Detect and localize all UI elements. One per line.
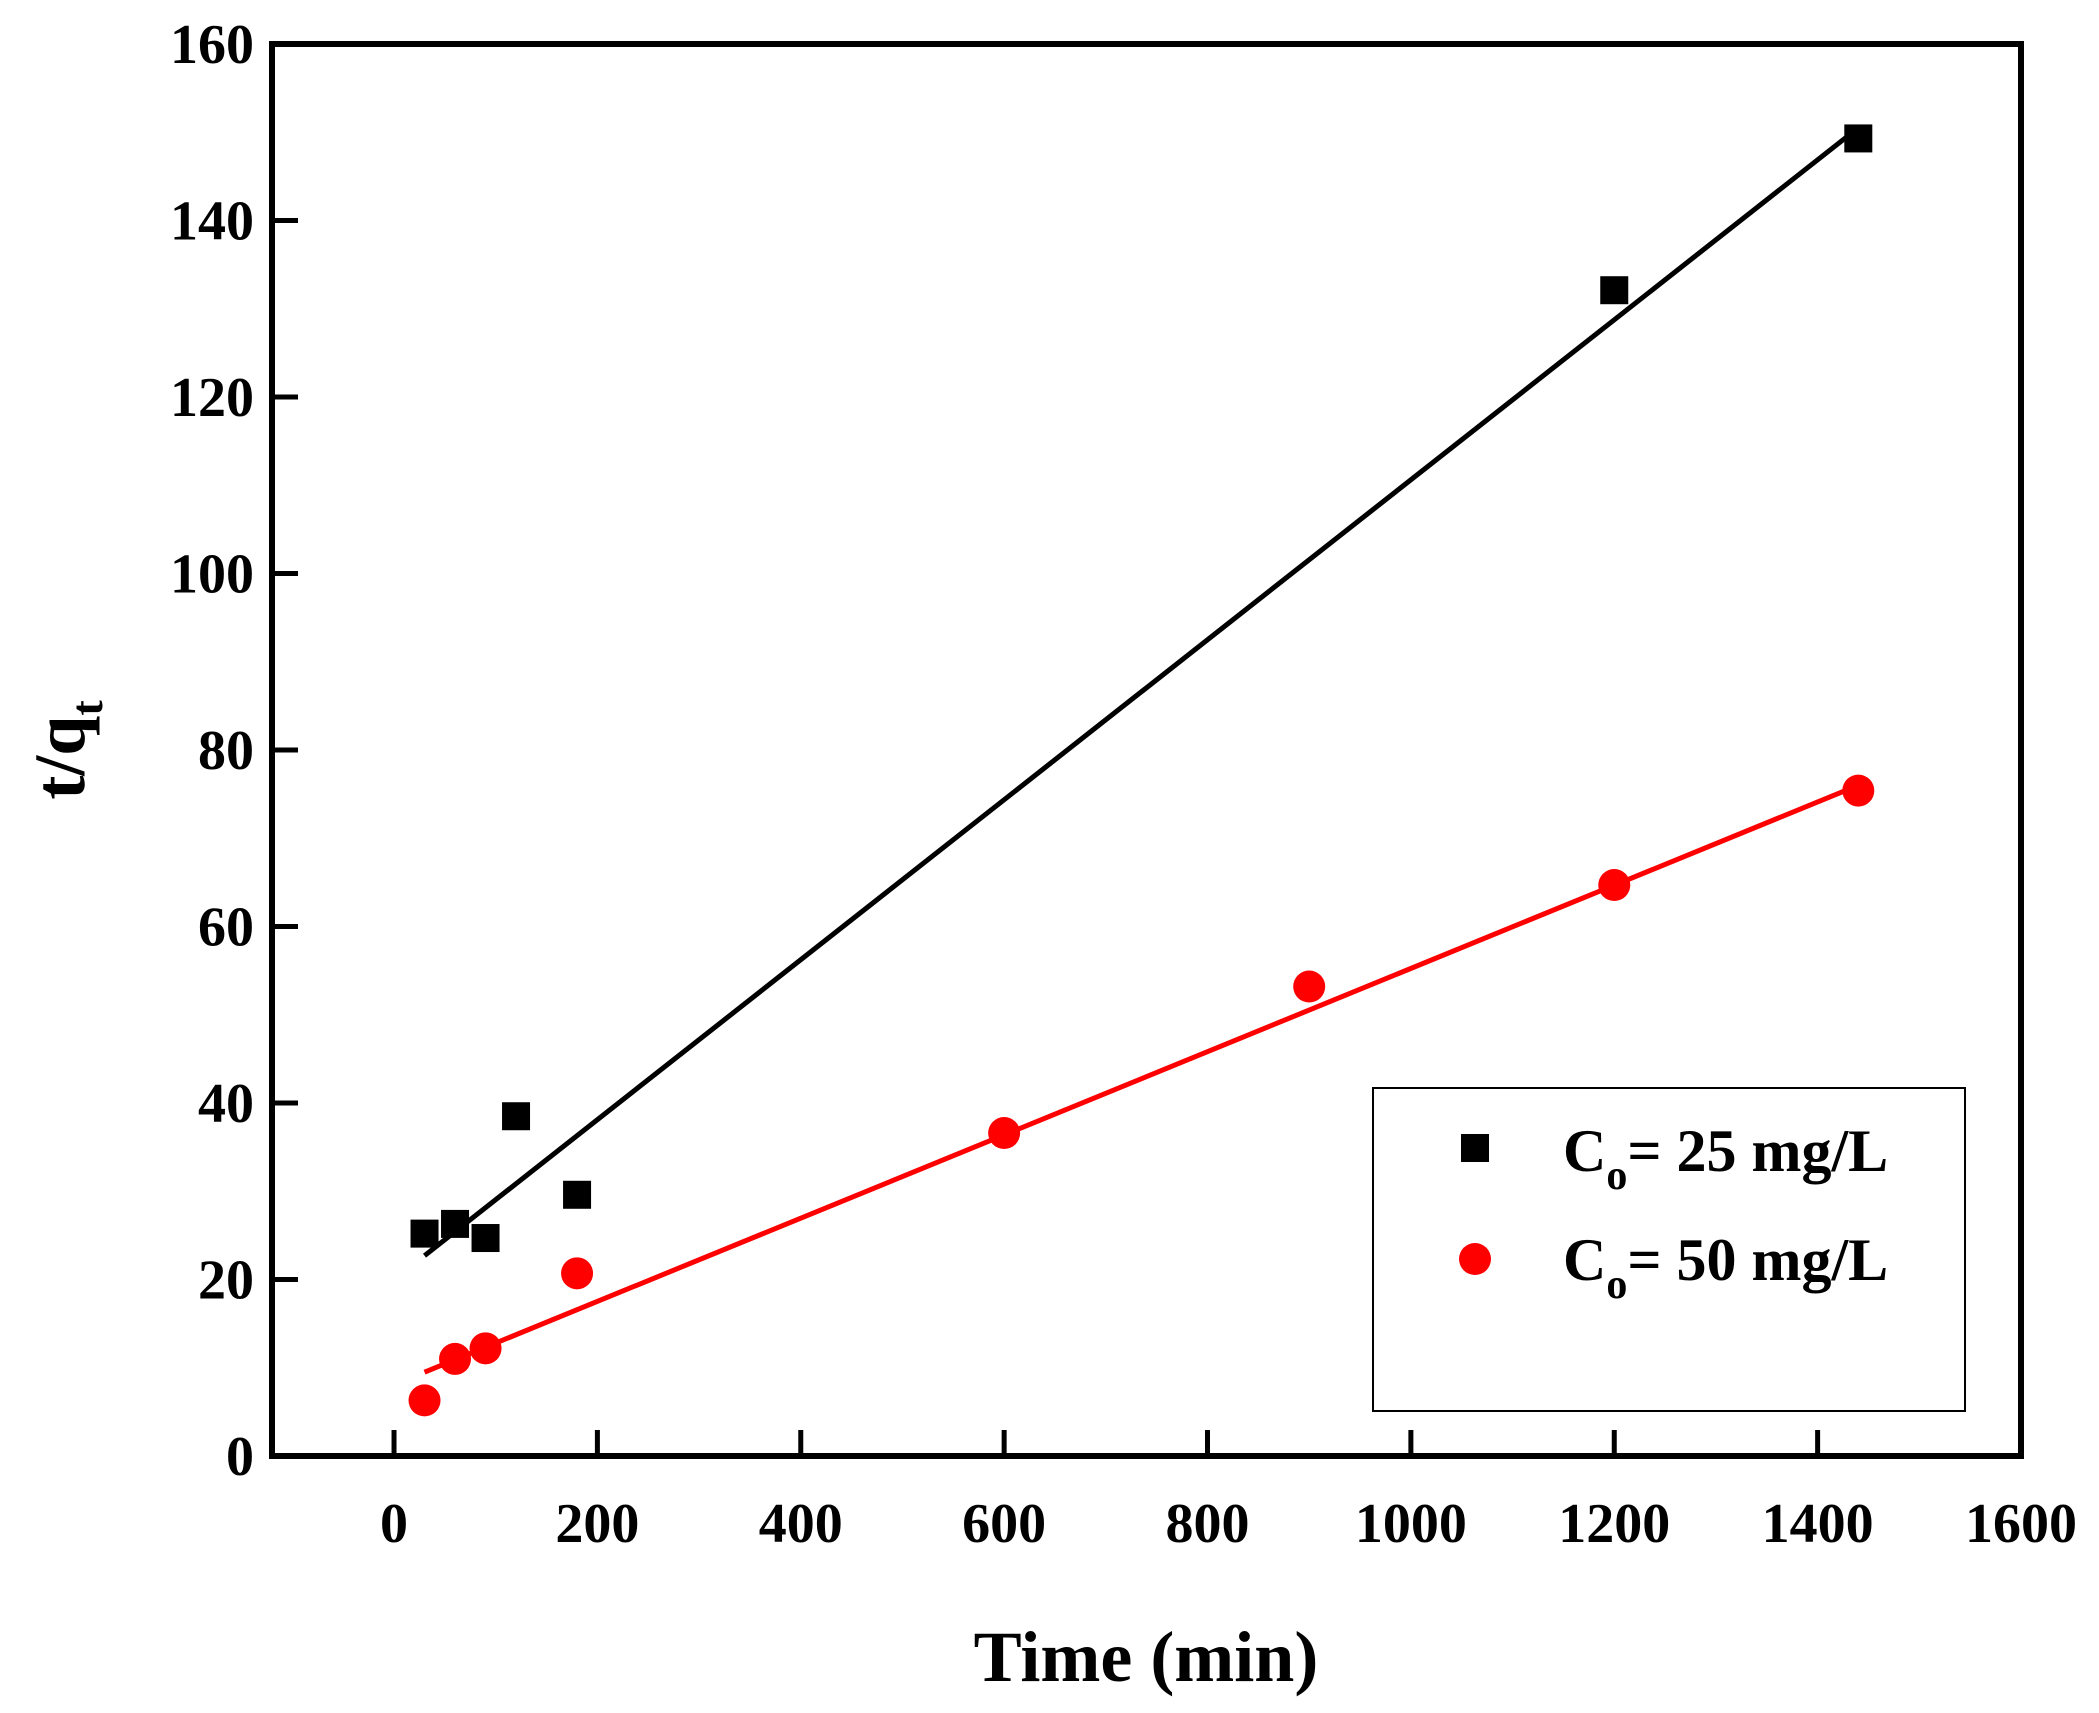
y-tick-label: 40 xyxy=(198,1073,254,1135)
y-tick-label: 60 xyxy=(198,897,254,959)
data-point-circle xyxy=(469,1332,502,1365)
data-point-circle xyxy=(1293,970,1326,1003)
data-point-square xyxy=(563,1180,592,1209)
data-point-square xyxy=(1600,276,1629,305)
x-tick-label: 1000 xyxy=(1355,1493,1467,1555)
x-tick-label: 1200 xyxy=(1558,1493,1670,1555)
x-tick-label: 800 xyxy=(1166,1493,1250,1555)
axis-tick-labels: 0 200 400 600 800 1000 1200 1400 1600 0 20 40 60 80 10… xyxy=(170,14,2077,1555)
legend-label-50-c: C xyxy=(1563,1227,1606,1293)
x-tick-label: 0 xyxy=(380,1493,408,1555)
x-tick-label: 1600 xyxy=(1965,1493,2077,1555)
legend-label-25-rest: = 25 mg/L xyxy=(1627,1118,1888,1184)
y-axis-title: t/qt xyxy=(20,700,112,800)
legend: Co= 25 mg/L Co= 50 mg/L xyxy=(1372,1087,1966,1412)
legend-label-25-sub: o xyxy=(1606,1153,1627,1199)
data-point-circle xyxy=(561,1257,594,1290)
y-tick-label: 20 xyxy=(198,1250,254,1312)
axis-ticks xyxy=(272,41,2024,1459)
legend-label-50-rest: = 50 mg/L xyxy=(1627,1227,1888,1293)
data-point-square xyxy=(441,1209,470,1238)
x-tick-label: 400 xyxy=(759,1493,843,1555)
data-point-circle xyxy=(1842,774,1875,807)
data-point-circle xyxy=(439,1342,472,1375)
data-point-square xyxy=(471,1224,500,1253)
x-tick-label: 1400 xyxy=(1762,1493,1874,1555)
y-tick-label: 160 xyxy=(170,14,254,76)
legend-label-50: Co= 50 mg/L xyxy=(1563,1227,1888,1308)
data-point-square xyxy=(410,1219,439,1248)
data-point-circle xyxy=(408,1384,441,1417)
data-points xyxy=(408,124,1875,1417)
data-point-square xyxy=(502,1102,531,1131)
y-axis-title-main: t/q xyxy=(20,716,100,800)
legend-marker-circle xyxy=(1459,1243,1491,1275)
data-point-circle xyxy=(988,1117,1021,1150)
legend-label-25: Co= 25 mg/L xyxy=(1563,1118,1888,1199)
data-point-circle xyxy=(1598,869,1631,902)
legend-marker-square xyxy=(1461,1134,1489,1162)
x-tick-label: 200 xyxy=(555,1493,639,1555)
legend-label-50-sub: o xyxy=(1606,1262,1627,1308)
fit-line-series-0 xyxy=(422,125,1860,1258)
y-axis-title-sub: t xyxy=(61,700,112,716)
y-tick-label: 100 xyxy=(170,544,254,606)
x-axis-title: Time (min) xyxy=(974,1617,1319,1697)
y-tick-label: 140 xyxy=(170,191,254,253)
data-point-square xyxy=(1844,124,1873,153)
y-tick-label: 80 xyxy=(198,720,254,782)
y-tick-label: 0 xyxy=(226,1426,254,1488)
x-tick-label: 600 xyxy=(962,1493,1046,1555)
y-tick-label: 120 xyxy=(170,367,254,429)
legend-label-25-c: C xyxy=(1563,1118,1606,1184)
